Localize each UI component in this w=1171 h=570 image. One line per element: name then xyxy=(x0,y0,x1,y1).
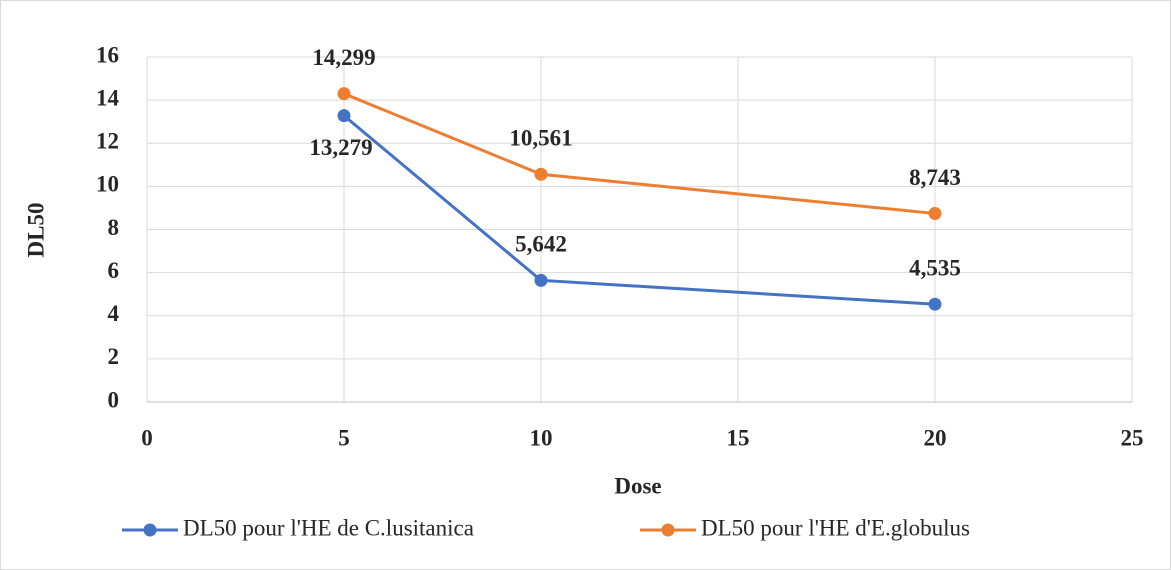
data-label: 5,642 xyxy=(515,232,567,257)
data-label: 10,561 xyxy=(509,126,572,151)
y-tick-label: 10 xyxy=(96,172,119,197)
data-point xyxy=(928,297,942,311)
x-tick-label: 25 xyxy=(1121,425,1144,450)
x-axis-title: Dose xyxy=(614,473,661,498)
data-label: 13,279 xyxy=(309,135,372,160)
data-label: 14,299 xyxy=(312,45,375,70)
y-tick-label: 12 xyxy=(96,129,119,154)
y-tick-label: 4 xyxy=(108,301,120,326)
y-tick-label: 2 xyxy=(108,344,120,369)
data-point xyxy=(337,87,351,101)
x-tick-label: 15 xyxy=(727,425,750,450)
data-point xyxy=(928,206,942,220)
x-tick-label: 10 xyxy=(530,425,553,450)
legend-label: DL50 pour l'HE d'E.globulus xyxy=(701,515,970,540)
y-tick-label: 0 xyxy=(108,387,120,412)
y-tick-label: 16 xyxy=(96,42,119,67)
y-axis-title: DL50 xyxy=(23,203,48,258)
data-label: 8,743 xyxy=(909,165,961,190)
data-label: 4,535 xyxy=(909,255,961,280)
data-point xyxy=(534,167,548,181)
x-tick-label: 0 xyxy=(141,425,153,450)
legend-marker xyxy=(143,523,157,537)
data-point xyxy=(534,273,548,287)
y-tick-label: 14 xyxy=(96,85,120,110)
legend-marker xyxy=(661,523,675,537)
y-tick-label: 6 xyxy=(108,258,120,283)
data-point xyxy=(337,109,351,123)
y-tick-label: 8 xyxy=(108,215,120,240)
x-tick-label: 20 xyxy=(924,425,947,450)
legend-label: DL50 pour l'HE de C.lusitanica xyxy=(183,515,474,540)
x-tick-label: 5 xyxy=(338,425,350,450)
